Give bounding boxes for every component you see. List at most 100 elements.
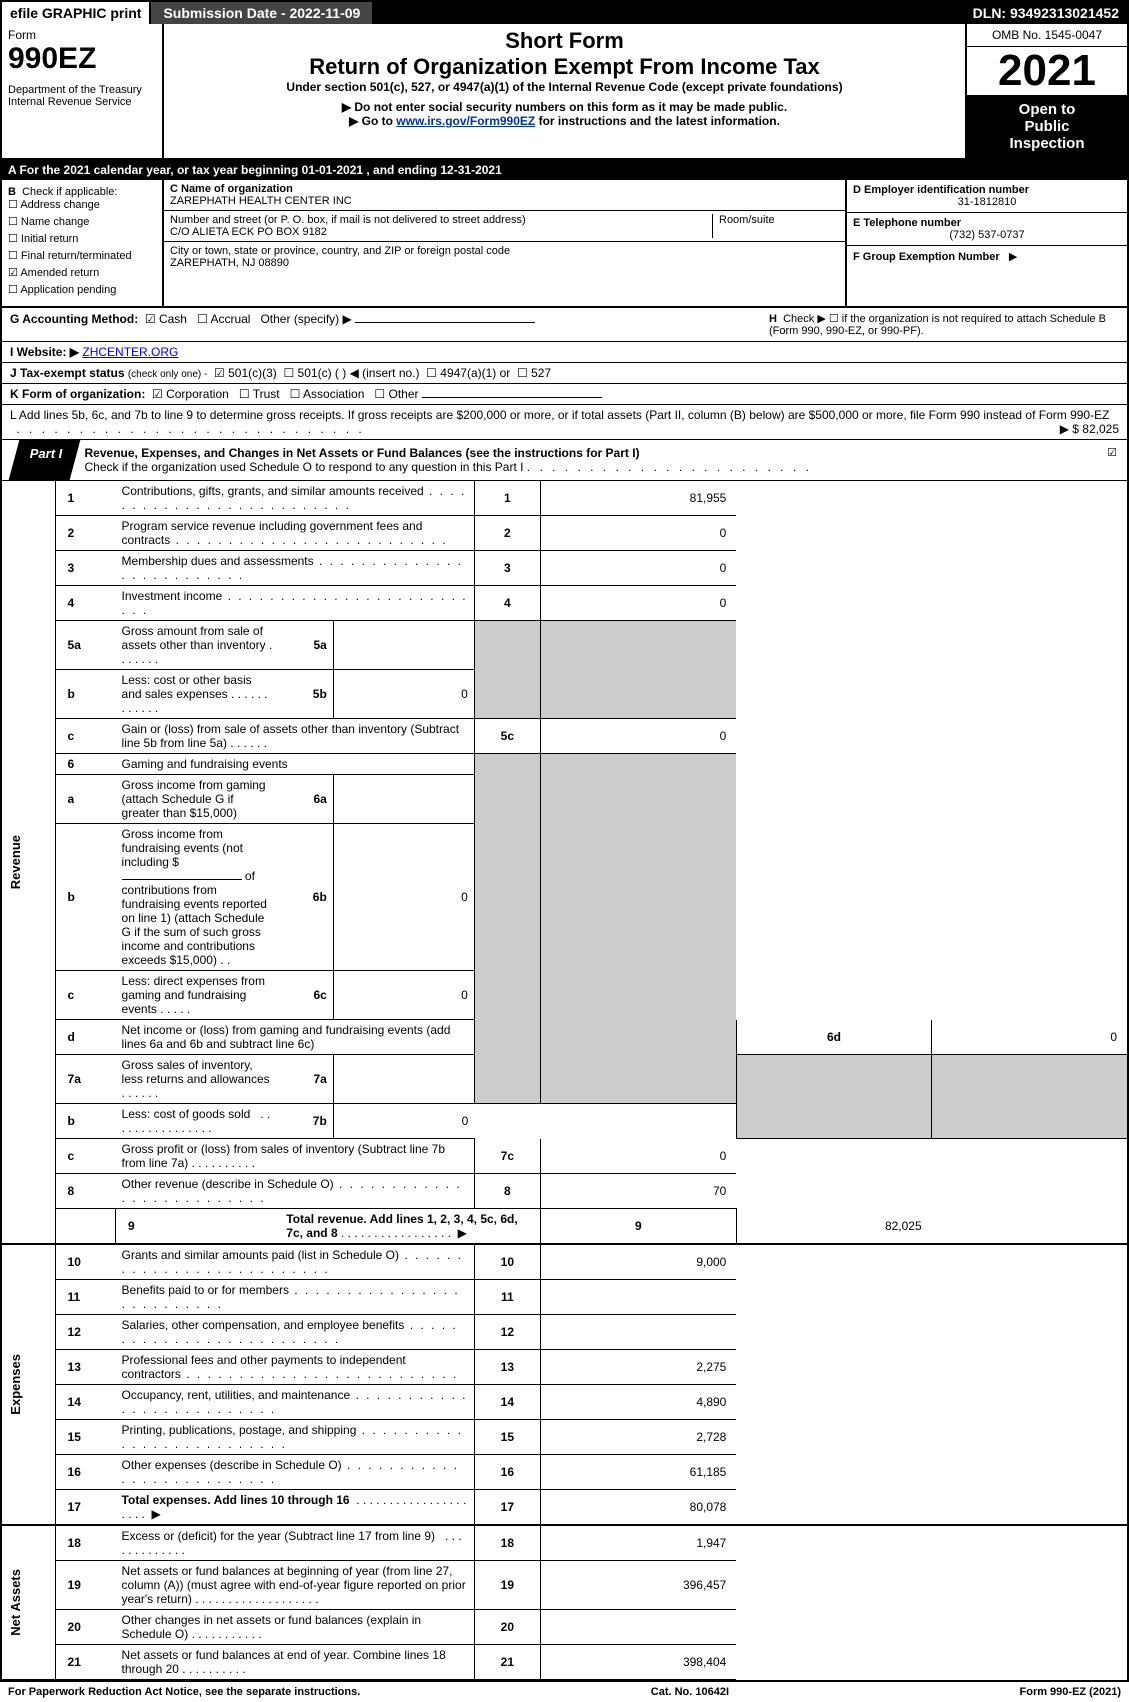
row-21: 21 Net assets or fund balances at end of… xyxy=(2,1645,1127,1680)
irs-link[interactable]: www.irs.gov/Form990EZ xyxy=(396,114,535,128)
r15-no: 15 xyxy=(55,1420,116,1455)
h-text3: (Form 990, 990-EZ, or 990-PF). xyxy=(769,325,924,337)
r21-ref: 21 xyxy=(474,1645,540,1680)
chk-corp[interactable]: Corporation xyxy=(152,387,229,401)
row-17: 17 Total expenses. Add lines 10 through … xyxy=(2,1490,1127,1526)
r2-no: 2 xyxy=(55,516,116,551)
org-name-label: C Name of organization xyxy=(170,183,293,195)
header-left: Form 990EZ Department of the Treasury In… xyxy=(2,24,164,158)
r13-no: 13 xyxy=(55,1350,116,1385)
efile-label[interactable]: efile GRAPHIC print xyxy=(2,2,151,24)
r7c-no: c xyxy=(55,1139,116,1174)
r20-text: Other changes in net assets or fund bala… xyxy=(116,1610,475,1645)
chk-trust[interactable]: Trust xyxy=(239,387,280,401)
r19-amt: 396,457 xyxy=(540,1561,736,1610)
row-19: 19 Net assets or fund balances at beginn… xyxy=(2,1561,1127,1610)
r6d-ref: 6d xyxy=(736,1020,931,1055)
h-letter: H xyxy=(769,313,777,325)
box-b-letter: B xyxy=(8,186,16,198)
other-specify-line[interactable] xyxy=(355,322,535,323)
r12-no: 12 xyxy=(55,1315,116,1350)
box-c: C Name of organization ZAREPHATH HEALTH … xyxy=(164,180,845,306)
r8-amt: 70 xyxy=(540,1174,736,1209)
r6a-sub: 6a xyxy=(280,775,333,824)
r1-text: Contributions, gifts, grants, and simila… xyxy=(116,481,475,516)
row-5c: c Gain or (loss) from sale of assets oth… xyxy=(2,719,1127,754)
other-org-line[interactable] xyxy=(422,397,602,398)
r6c-text: Less: direct expenses from gaming and fu… xyxy=(116,971,281,1020)
j-note: (check only one) - xyxy=(128,369,207,380)
r2-text: Program service revenue including govern… xyxy=(116,516,475,551)
row-20: 20 Other changes in net assets or fund b… xyxy=(2,1610,1127,1645)
chk-initial-return[interactable]: Initial return xyxy=(8,232,156,245)
chk-527[interactable]: 527 xyxy=(517,366,551,380)
website-label: I Website: ▶ xyxy=(10,345,79,359)
r8-ref: 8 xyxy=(474,1174,540,1209)
r7b-val: 0 xyxy=(333,1104,474,1139)
phone-value: (732) 537-0737 xyxy=(853,229,1121,241)
part-1-check[interactable] xyxy=(1097,440,1127,480)
r1-no: 1 xyxy=(55,481,116,516)
form-subtitle: Under section 501(c), 527, or 4947(a)(1)… xyxy=(170,80,959,94)
form-ref: Form 990-EZ (2021) xyxy=(1020,1686,1121,1698)
submission-date: Submission Date - 2022-11-09 xyxy=(151,2,374,24)
r11-amt xyxy=(540,1280,736,1315)
r1-ref: 1 xyxy=(474,481,540,516)
line-h: H Check ▶ if the organization is not req… xyxy=(769,312,1119,337)
chk-501c3[interactable]: 501(c)(3) xyxy=(214,366,277,380)
r6b-blank[interactable] xyxy=(122,879,242,880)
chk-address-change[interactable]: Address change xyxy=(8,198,156,211)
chk-h[interactable] xyxy=(829,313,842,325)
chk-501c[interactable]: 501(c) ( ) xyxy=(283,366,346,380)
r12-ref: 12 xyxy=(474,1315,540,1350)
r6b-no: b xyxy=(55,824,116,971)
r6-text: Gaming and fundraising events xyxy=(116,754,475,775)
chk-amended-return[interactable]: Amended return xyxy=(8,266,156,279)
netassets-sidelabel: Net Assets xyxy=(8,1569,23,1636)
line-g-label: G Accounting Method: xyxy=(10,312,138,326)
r5b-sub: 5b xyxy=(280,670,333,719)
r6c-sub: 6c xyxy=(280,971,333,1020)
website-link[interactable]: ZHCENTER.ORG xyxy=(82,345,178,359)
r4-ref: 4 xyxy=(474,586,540,621)
group-exemption-label: F Group Exemption Number xyxy=(853,251,1000,263)
chk-accrual[interactable]: Accrual xyxy=(197,312,250,326)
chk-4947[interactable]: 4947(a)(1) or xyxy=(426,366,510,380)
paperwork-notice: For Paperwork Reduction Act Notice, see … xyxy=(8,1686,360,1698)
r9-ref: 9 xyxy=(540,1209,736,1245)
r7a-no: 7a xyxy=(55,1055,116,1104)
r21-text: Net assets or fund balances at end of ye… xyxy=(116,1645,475,1680)
r11-ref: 11 xyxy=(474,1280,540,1315)
check-if-applicable: Check if applicable: xyxy=(22,186,117,198)
open-to-public: Open to Public Inspection xyxy=(967,95,1127,158)
r5a-val xyxy=(333,621,474,670)
r11-no: 11 xyxy=(55,1280,116,1315)
chk-other-org[interactable]: Other xyxy=(374,387,418,401)
ssn-warning: ▶ Do not enter social security numbers o… xyxy=(170,100,959,114)
r7c-text: Gross profit or (loss) from sales of inv… xyxy=(116,1139,475,1174)
chk-final-return[interactable]: Final return/terminated xyxy=(8,249,156,262)
r5a-no: 5a xyxy=(55,621,116,670)
form-word: Form xyxy=(8,28,156,42)
tax-year: 2021 xyxy=(967,47,1127,95)
chk-name-change[interactable]: Name change xyxy=(8,215,156,228)
r5-ref-shade xyxy=(474,621,540,719)
header-right: OMB No. 1545-0047 2021 Open to Public In… xyxy=(965,24,1127,158)
chk-assoc[interactable]: Association xyxy=(290,387,365,401)
r19-ref: 19 xyxy=(474,1561,540,1610)
chk-cash[interactable]: Cash xyxy=(145,312,187,326)
r17-ref: 17 xyxy=(474,1490,540,1526)
r16-no: 16 xyxy=(55,1455,116,1490)
r6-amt-shade xyxy=(540,754,736,1104)
r10-no: 10 xyxy=(55,1244,116,1280)
r15-amt: 2,728 xyxy=(540,1420,736,1455)
line-g-h: H Check ▶ if the organization is not req… xyxy=(2,308,1127,342)
r3-amt: 0 xyxy=(540,551,736,586)
r5c-ref: 5c xyxy=(474,719,540,754)
chk-application-pending[interactable]: Application pending xyxy=(8,283,156,296)
r6d-text: Net income or (loss) from gaming and fun… xyxy=(116,1020,475,1055)
ein-label: D Employer identification number xyxy=(853,184,1029,196)
r18-amt: 1,947 xyxy=(540,1525,736,1561)
r5a-sub: 5a xyxy=(280,621,333,670)
r7c-ref: 7c xyxy=(474,1139,540,1174)
